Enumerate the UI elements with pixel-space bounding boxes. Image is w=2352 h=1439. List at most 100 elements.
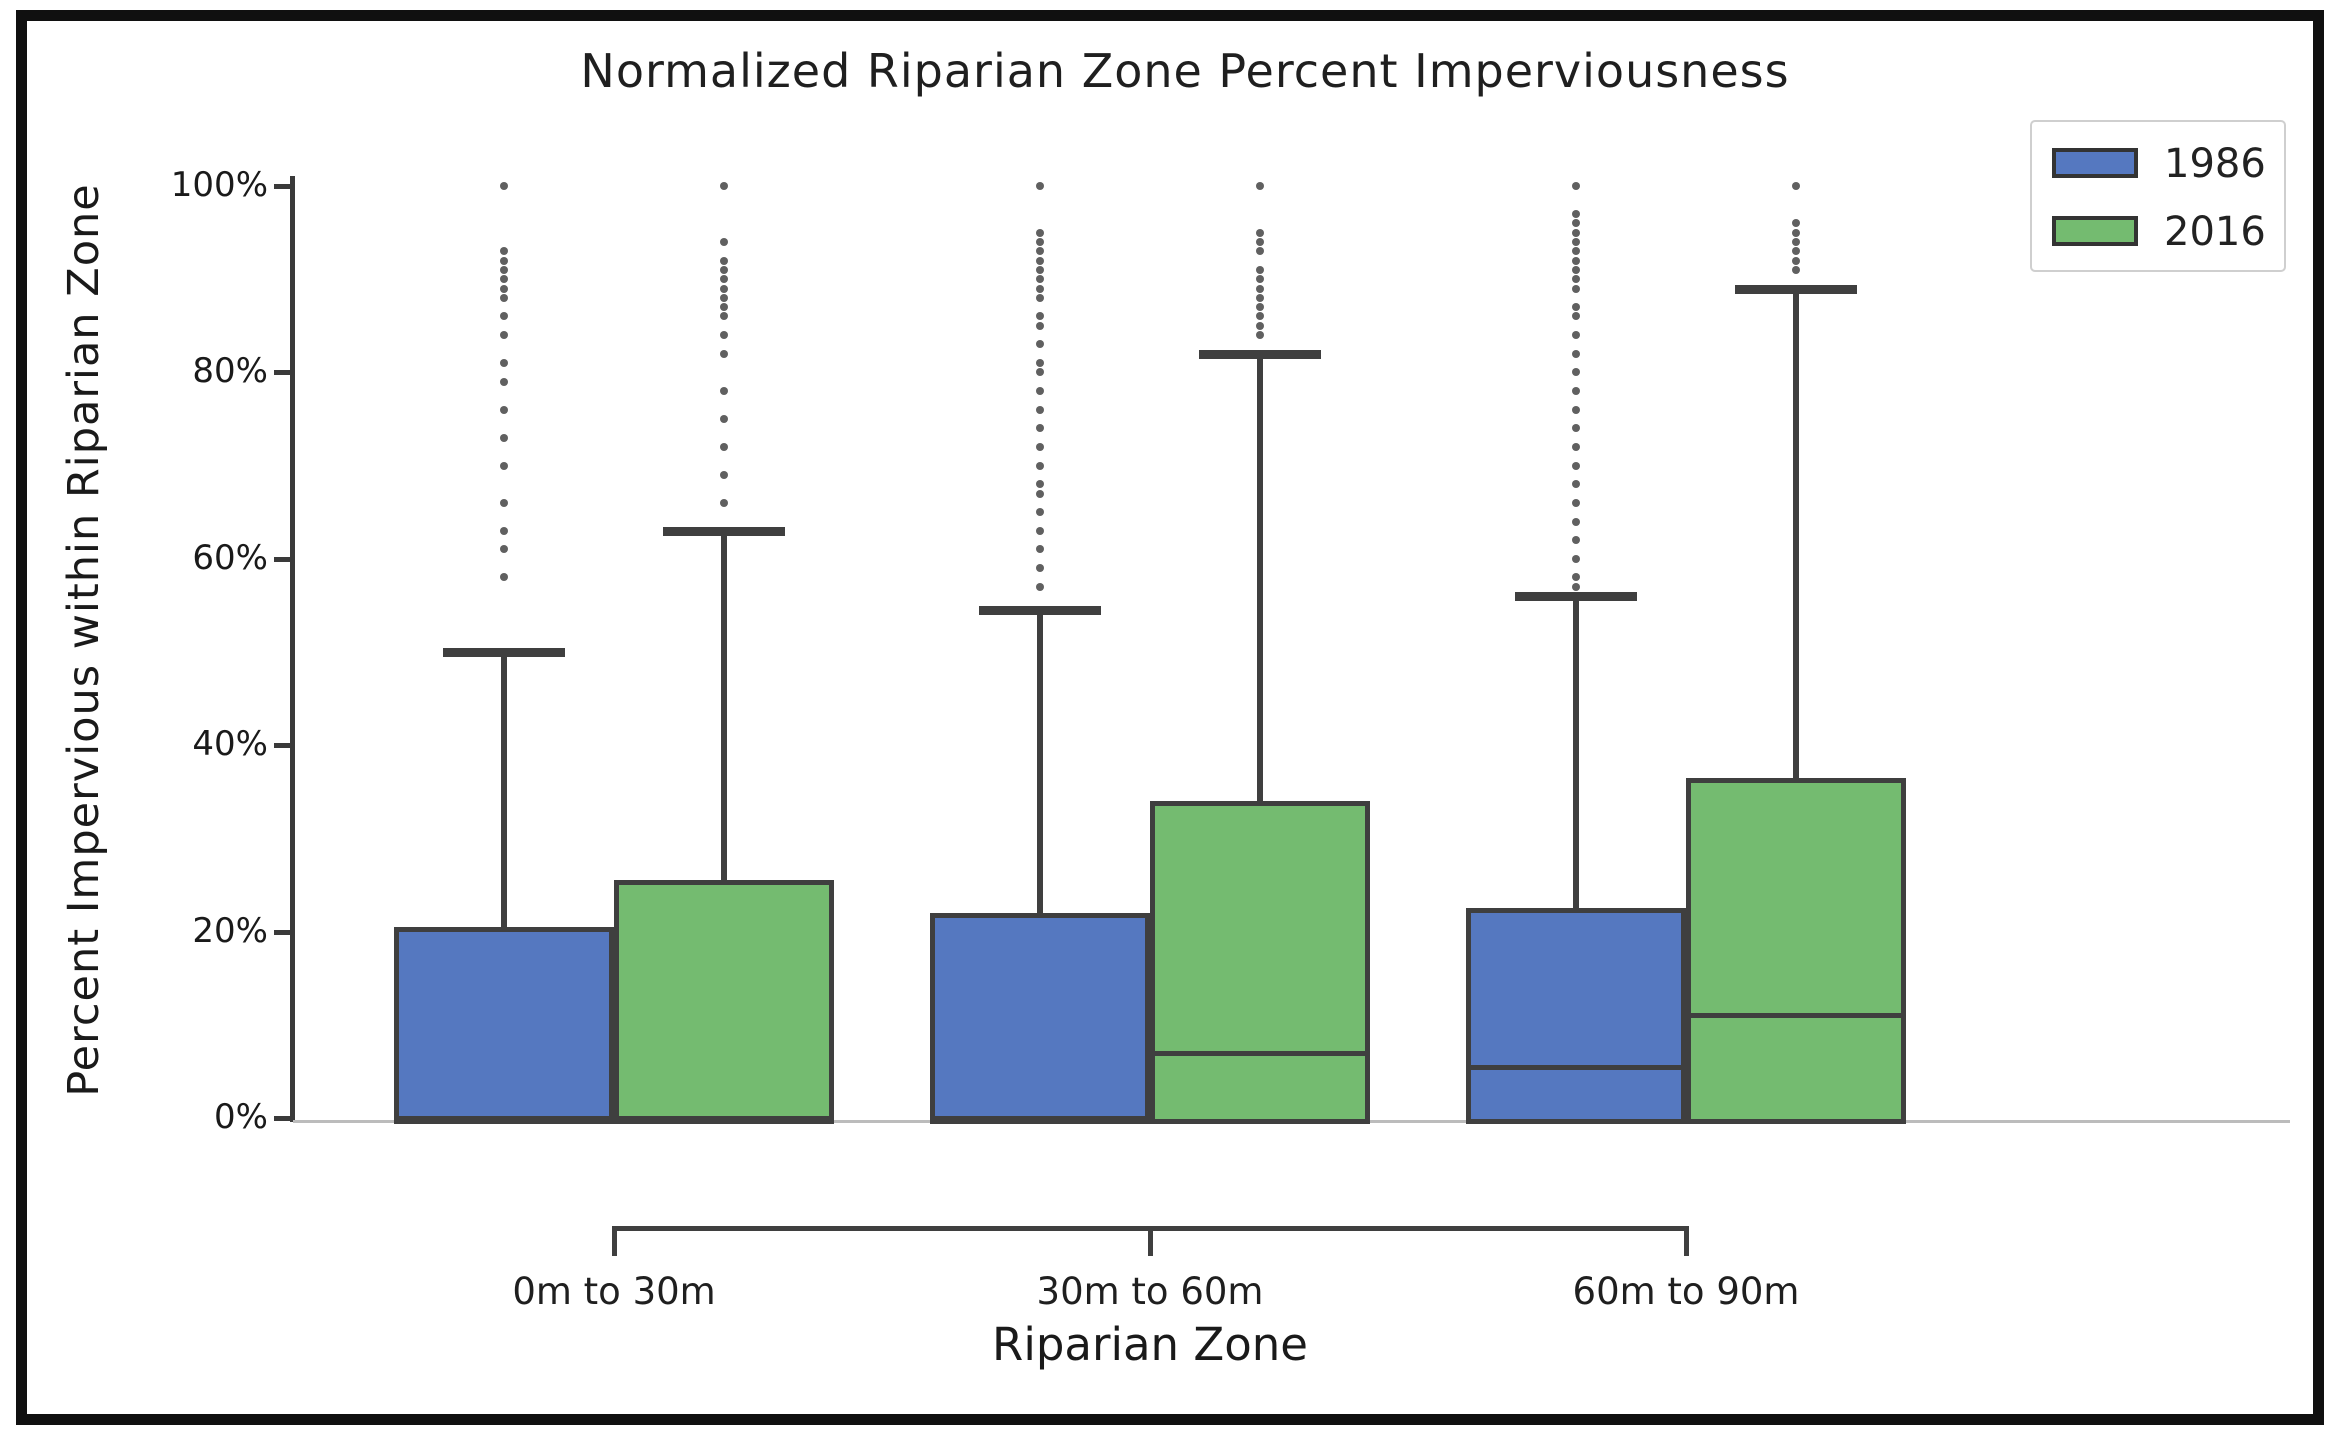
outlier-point — [500, 182, 508, 190]
legend-label-2016: 2016 — [2164, 209, 2266, 255]
y-tick-label: 0% — [214, 1097, 268, 1137]
outlier-point — [500, 433, 508, 442]
y-tick-label: 60% — [192, 537, 268, 578]
outlier-point — [1036, 284, 1044, 293]
y-tick-label: 80% — [192, 351, 268, 392]
outlier-point — [1036, 256, 1044, 265]
outlier-point — [500, 498, 508, 507]
whisker-1986-0 — [501, 652, 507, 931]
outlier-point — [1572, 461, 1580, 470]
outlier-point — [1036, 489, 1044, 498]
outlier-point — [720, 498, 728, 507]
outlier-point — [1572, 368, 1580, 377]
box-1986-1 — [930, 912, 1150, 1124]
outlier-point — [500, 284, 508, 293]
outlier-point — [1036, 247, 1044, 256]
outlier-point — [1572, 256, 1580, 265]
outlier-point — [500, 331, 508, 340]
legend-label-1986: 1986 — [2164, 141, 2266, 187]
outlier-point — [1036, 442, 1044, 451]
outlier-point — [720, 182, 728, 190]
outlier-point — [1572, 331, 1580, 340]
outlier-point — [1036, 182, 1044, 190]
outlier-point — [1792, 265, 1800, 274]
outlier-point — [720, 442, 728, 451]
box-2016-2 — [1686, 777, 1906, 1124]
outlier-point — [720, 293, 728, 302]
outlier-point — [1256, 321, 1264, 330]
whisker-cap-2016-1 — [1199, 349, 1321, 359]
outlier-point — [1572, 209, 1580, 218]
outlier-point — [1036, 359, 1044, 368]
median-1986-0 — [398, 1116, 610, 1121]
outlier-point — [720, 331, 728, 340]
outlier-point — [720, 387, 728, 396]
outlier-point — [720, 470, 728, 479]
outlier-point — [1572, 182, 1580, 190]
x-tick-label-2: 60m to 90m — [1572, 1270, 1800, 1313]
outlier-point — [500, 265, 508, 274]
outlier-point — [1036, 237, 1044, 246]
whisker-1986-2 — [1573, 596, 1579, 913]
figure-border-frame — [16, 10, 2324, 1425]
outlier-point — [1572, 284, 1580, 293]
outlier-point — [720, 265, 728, 274]
outlier-point — [1036, 461, 1044, 470]
outlier-point — [1036, 424, 1044, 433]
outlier-point — [720, 256, 728, 265]
whisker-2016-2 — [1793, 288, 1799, 782]
whisker-2016-1 — [1257, 353, 1263, 806]
y-axis-label: Percent Impervious within Riparian Zone — [59, 183, 109, 1097]
outlier-point — [1572, 219, 1580, 228]
median-2016-1 — [1154, 1050, 1366, 1056]
outlier-point — [1792, 228, 1800, 237]
outlier-point — [720, 349, 728, 358]
outlier-point — [1036, 275, 1044, 284]
outlier-point — [720, 303, 728, 312]
whisker-cap-2016-2 — [1735, 284, 1857, 294]
outlier-point — [500, 405, 508, 414]
whisker-cap-1986-1 — [979, 606, 1101, 616]
outlier-point — [1792, 182, 1800, 190]
y-axis-spine — [290, 176, 295, 1122]
outlier-point — [500, 573, 508, 582]
outlier-point — [1256, 237, 1264, 246]
outlier-point — [1036, 545, 1044, 554]
chart-title: Normalized Riparian Zone Percent Impervi… — [580, 44, 1790, 98]
box-1986-2 — [1466, 908, 1686, 1124]
y-tick-label: 20% — [192, 910, 268, 951]
outlier-point — [1036, 293, 1044, 302]
outlier-point — [720, 284, 728, 293]
category-tick-2 — [1684, 1226, 1689, 1256]
outlier-point — [1572, 442, 1580, 451]
outlier-point — [1036, 526, 1044, 535]
outlier-point — [1792, 247, 1800, 256]
outlier-point — [1572, 312, 1580, 321]
y-tick-label: 100% — [170, 165, 268, 205]
outlier-point — [1572, 480, 1580, 489]
median-1986-2 — [1470, 1064, 1682, 1070]
outlier-point — [1256, 303, 1264, 312]
outlier-point — [1256, 265, 1264, 274]
x-axis-label: Riparian Zone — [992, 1318, 1308, 1371]
outlier-point — [1256, 284, 1264, 293]
legend-swatch-2016 — [2052, 216, 2138, 246]
y-tick-mark — [274, 1116, 292, 1121]
y-tick-mark — [274, 556, 292, 562]
legend: 1986 2016 — [2030, 120, 2286, 272]
y-tick-label: 40% — [192, 724, 268, 765]
outlier-point — [1036, 265, 1044, 274]
outlier-point — [1256, 312, 1264, 321]
outlier-point — [1036, 368, 1044, 377]
outlier-point — [1256, 331, 1264, 340]
x-tick-label-0: 0m to 30m — [512, 1270, 716, 1313]
outlier-point — [1256, 182, 1264, 190]
outlier-point — [720, 275, 728, 284]
outlier-point — [1036, 228, 1044, 237]
outlier-point — [1572, 405, 1580, 414]
y-tick-mark — [274, 743, 292, 749]
outlier-point — [1036, 564, 1044, 573]
whisker-cap-1986-2 — [1515, 592, 1637, 602]
outlier-point — [1572, 228, 1580, 237]
whisker-cap-2016-0 — [663, 526, 785, 536]
